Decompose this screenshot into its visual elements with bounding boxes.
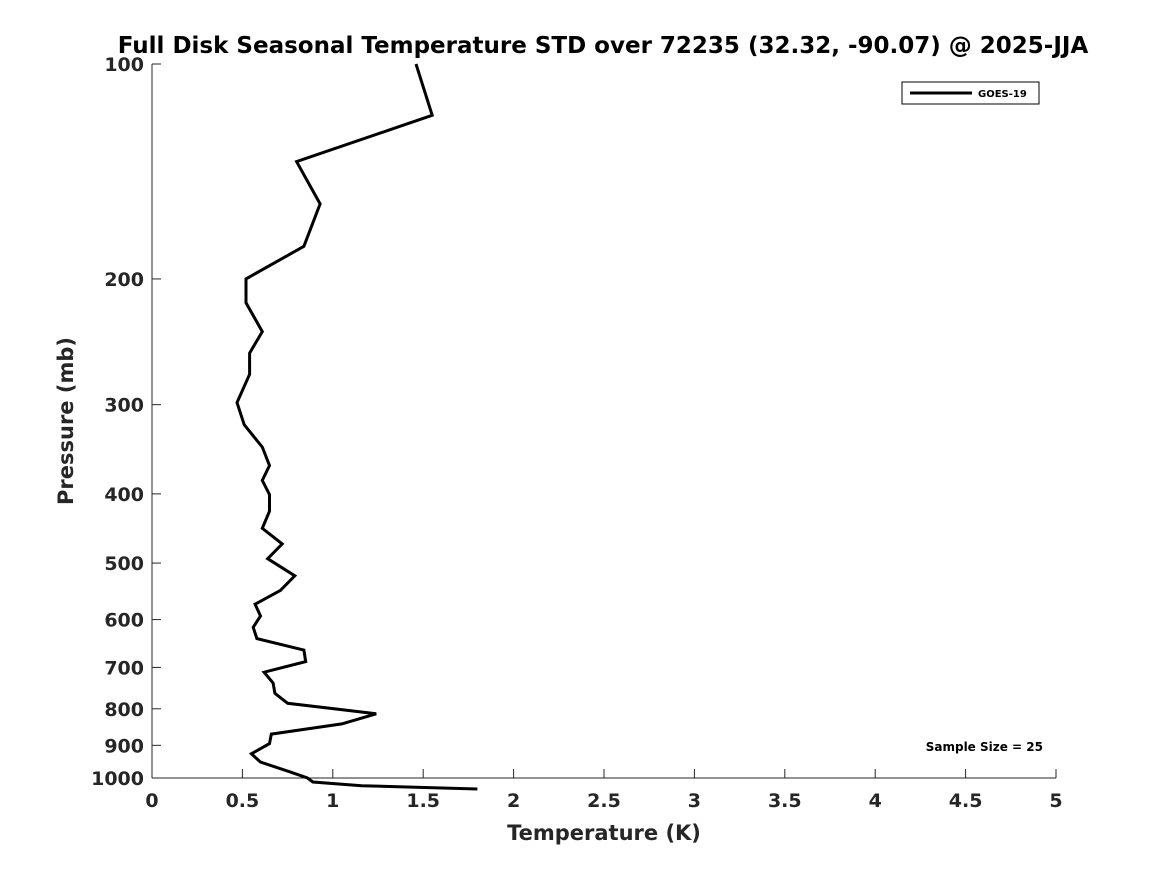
y-tick-label: 600 bbox=[104, 610, 144, 632]
y-tick-label: 200 bbox=[104, 269, 144, 291]
y-axis-ticks: 100 200 300 400 500 600 700 800 900 1000 bbox=[91, 54, 161, 790]
sample-size-annotation: Sample Size = 25 bbox=[926, 740, 1043, 754]
x-tick-label: 2 bbox=[507, 790, 520, 812]
y-axis-label: Pressure (mb) bbox=[54, 337, 78, 505]
legend: GOES-19 bbox=[901, 81, 1040, 105]
y-tick-label: 800 bbox=[104, 699, 144, 721]
x-tick-label: 4.5 bbox=[949, 790, 983, 812]
y-tick-label: 500 bbox=[104, 553, 144, 575]
y-tick-label: 400 bbox=[104, 484, 144, 506]
x-axis-ticks: 0 0.5 1 1.5 2 2.5 3 3.5 4 4.5 5 bbox=[145, 769, 1063, 812]
x-tick-label: 0 bbox=[145, 790, 158, 812]
y-tick-label: 700 bbox=[104, 657, 144, 679]
chart-title: Full Disk Seasonal Temperature STD over … bbox=[118, 33, 1089, 59]
series-layer bbox=[235, 63, 478, 791]
x-tick-label: 3.5 bbox=[768, 790, 802, 812]
x-tick-label: 2.5 bbox=[587, 790, 621, 812]
series-line-goes-19 bbox=[235, 63, 478, 791]
x-tick-label: 0.5 bbox=[226, 790, 260, 812]
x-tick-label: 5 bbox=[1049, 790, 1062, 812]
x-tick-label: 3 bbox=[688, 790, 701, 812]
x-tick-label: 1 bbox=[326, 790, 339, 812]
y-tick-label: 300 bbox=[104, 395, 144, 417]
x-axis-label: Temperature (K) bbox=[507, 821, 701, 845]
y-tick-label: 900 bbox=[104, 735, 144, 757]
x-tick-label: 4 bbox=[869, 790, 882, 812]
y-tick-label: 1000 bbox=[91, 768, 144, 790]
legend-label-goes-19: GOES-19 bbox=[978, 89, 1027, 100]
y-tick-label: 100 bbox=[104, 54, 144, 76]
x-tick-label: 1.5 bbox=[406, 790, 440, 812]
